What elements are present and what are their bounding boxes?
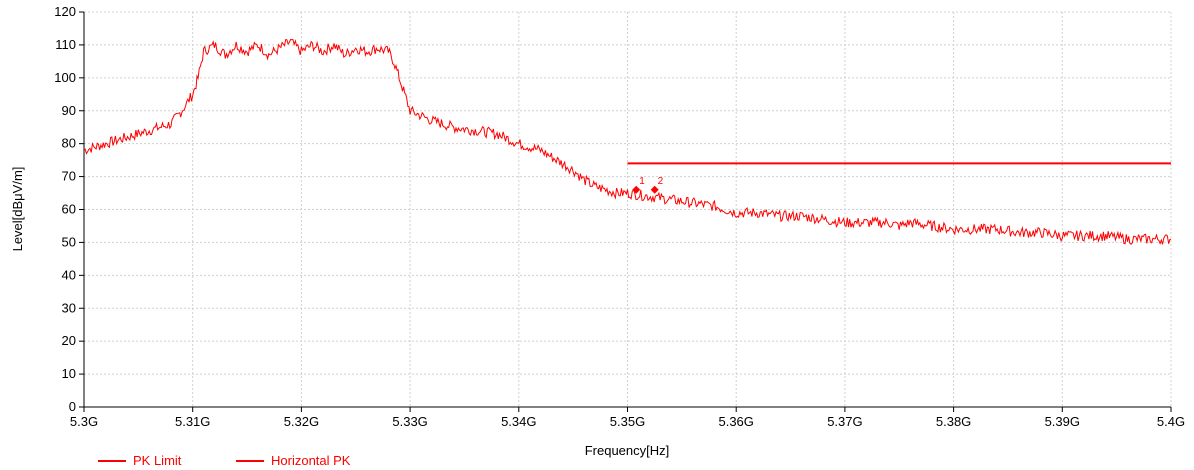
x-axis-title: Frequency[Hz]	[585, 443, 670, 458]
x-tick-label: 5.37G	[827, 414, 862, 429]
x-tick-label: 5.38G	[936, 414, 971, 429]
marker-1	[632, 185, 641, 194]
y-tick-label: 0	[69, 399, 76, 414]
x-tick-label: 5.36G	[718, 414, 753, 429]
x-tick-label: 5.4G	[1157, 414, 1185, 429]
y-tick-label: 110	[55, 37, 76, 52]
x-tick-label: 5.34G	[501, 414, 536, 429]
y-tick-label: 10	[62, 366, 76, 381]
axes	[79, 11, 1172, 412]
x-tick-label: 5.33G	[392, 414, 427, 429]
y-axis-title: Level[dBμV/m]	[10, 167, 25, 252]
y-tick-labels: 0 10 20 30 40 50 60 70 80 90 100 110 120	[54, 4, 76, 414]
x-tick-label: 5.31G	[175, 414, 210, 429]
legend: PK Limit Horizontal PK	[98, 453, 351, 468]
y-tick-label: 20	[62, 333, 76, 348]
x-tick-label: 5.32G	[284, 414, 319, 429]
y-tick-label: 60	[62, 202, 76, 217]
y-tick-label: 50	[62, 234, 76, 249]
marker-label-1: 1	[639, 176, 645, 187]
y-tick-label: 30	[62, 300, 76, 315]
legend-label-horizontal-pk: Horizontal PK	[271, 453, 351, 468]
x-tick-label: 5.39G	[1045, 414, 1080, 429]
marker-2	[650, 185, 659, 194]
x-tick-label: 5.3G	[70, 414, 98, 429]
y-tick-label: 80	[62, 136, 76, 151]
legend-label-pk-limit: PK Limit	[133, 453, 182, 468]
y-tick-label: 90	[62, 103, 76, 118]
series-lines	[83, 38, 1172, 245]
y-tick-label: 100	[54, 70, 76, 85]
series-line-horizontal-pk	[83, 38, 1172, 245]
x-tick-labels: 5.3G 5.31G 5.32G 5.33G 5.34G 5.35G 5.36G 5.37G 5…	[70, 414, 1185, 429]
y-tick-label: 40	[62, 267, 76, 282]
gridlines	[83, 11, 1172, 408]
x-tick-label: 5.35G	[610, 414, 645, 429]
marker-label-2: 2	[658, 176, 664, 187]
y-tick-label: 120	[54, 4, 76, 19]
y-tick-label: 70	[62, 169, 76, 184]
